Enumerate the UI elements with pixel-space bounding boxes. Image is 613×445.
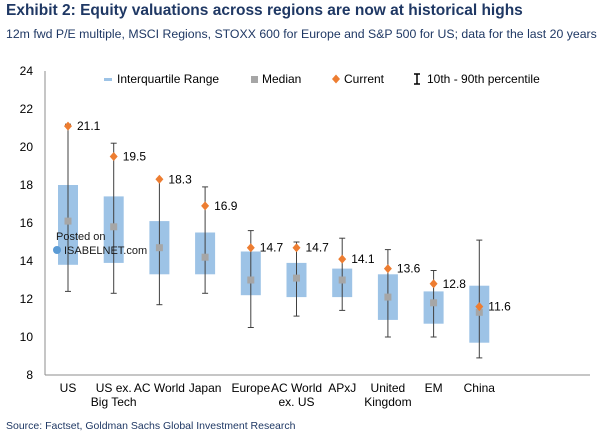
y-tick-label: 14	[20, 254, 34, 268]
category-label: Kingdom	[364, 395, 411, 409]
median-marker	[475, 308, 483, 316]
y-tick-label: 20	[20, 140, 34, 154]
current-marker	[338, 254, 347, 264]
current-value-label: 11.6	[488, 300, 511, 314]
current-value-label: 13.6	[397, 262, 421, 276]
category-label: US	[60, 381, 77, 395]
median-marker	[293, 274, 300, 282]
watermark-logo-icon	[53, 246, 61, 254]
watermark-site: ISABELNET.com	[64, 245, 147, 257]
y-tick-label: 22	[20, 102, 34, 116]
median-marker	[430, 299, 438, 307]
category-label: Japan	[189, 381, 222, 395]
legend-current-label: Current	[344, 72, 385, 86]
category-label: Big Tech	[91, 395, 137, 409]
current-marker	[246, 243, 255, 253]
category-label: EM	[425, 381, 443, 395]
current-marker	[155, 174, 164, 184]
median-marker	[155, 244, 163, 252]
y-tick-label: 8	[26, 368, 33, 382]
median-marker	[338, 276, 346, 284]
legend-current-swatch	[332, 74, 340, 84]
category-label: APxJ	[328, 381, 356, 395]
current-marker	[475, 302, 484, 312]
legend-percentile-label: 10th - 90th percentile	[427, 72, 540, 86]
legend-median-swatch	[251, 76, 258, 83]
median-marker	[64, 217, 72, 225]
box-plot-chart: 8 10 12 14 16 18 20 22 24 21.1 US 19.5 US ex.Big Tec…	[20, 64, 590, 409]
category-label: China	[464, 381, 496, 395]
current-marker	[429, 279, 438, 289]
legend-median-label: Median	[262, 72, 301, 86]
legend-iqr-label: Interquartile Range	[117, 72, 219, 86]
category-label: AC World	[134, 381, 185, 395]
current-value-label: 14.1	[351, 252, 375, 266]
y-tick-label: 12	[20, 292, 34, 306]
watermark-posted-on: Posted on	[56, 231, 106, 243]
y-tick-label: 18	[20, 178, 34, 192]
current-value-label: 19.5	[123, 150, 147, 164]
category-label: US ex.	[96, 381, 132, 395]
median-marker	[247, 276, 255, 284]
current-marker	[109, 152, 118, 161]
current-value-label: 16.9	[214, 199, 238, 213]
median-marker	[384, 293, 392, 301]
current-value-label: 21.1	[77, 119, 101, 133]
current-value-label: 18.3	[168, 172, 192, 186]
current-marker	[201, 201, 210, 211]
current-value-label: 14.7	[306, 241, 330, 255]
median-marker	[201, 253, 209, 261]
chart-title: Exhibit 2: Equity valuations across regi…	[6, 2, 523, 19]
legend-iqr-swatch	[104, 78, 112, 81]
y-tick-label: 24	[20, 64, 34, 78]
current-marker	[64, 121, 72, 131]
current-marker	[292, 243, 301, 253]
chart-subtitle: 12m fwd P/E multiple, MSCI Regions, STOX…	[6, 27, 597, 41]
y-tick-label: 16	[20, 216, 34, 230]
category-label: ex. US	[278, 395, 314, 409]
category-label: AC World	[271, 381, 322, 395]
source-note: Source: Factset, Goldman Sachs Global In…	[6, 420, 296, 432]
median-marker	[110, 223, 118, 231]
y-tick-label: 10	[20, 330, 34, 344]
current-value-label: 14.7	[260, 241, 284, 255]
current-value-label: 12.8	[443, 277, 467, 291]
category-label: Europe	[231, 381, 270, 395]
category-label: United	[371, 381, 406, 395]
current-marker	[383, 264, 392, 274]
